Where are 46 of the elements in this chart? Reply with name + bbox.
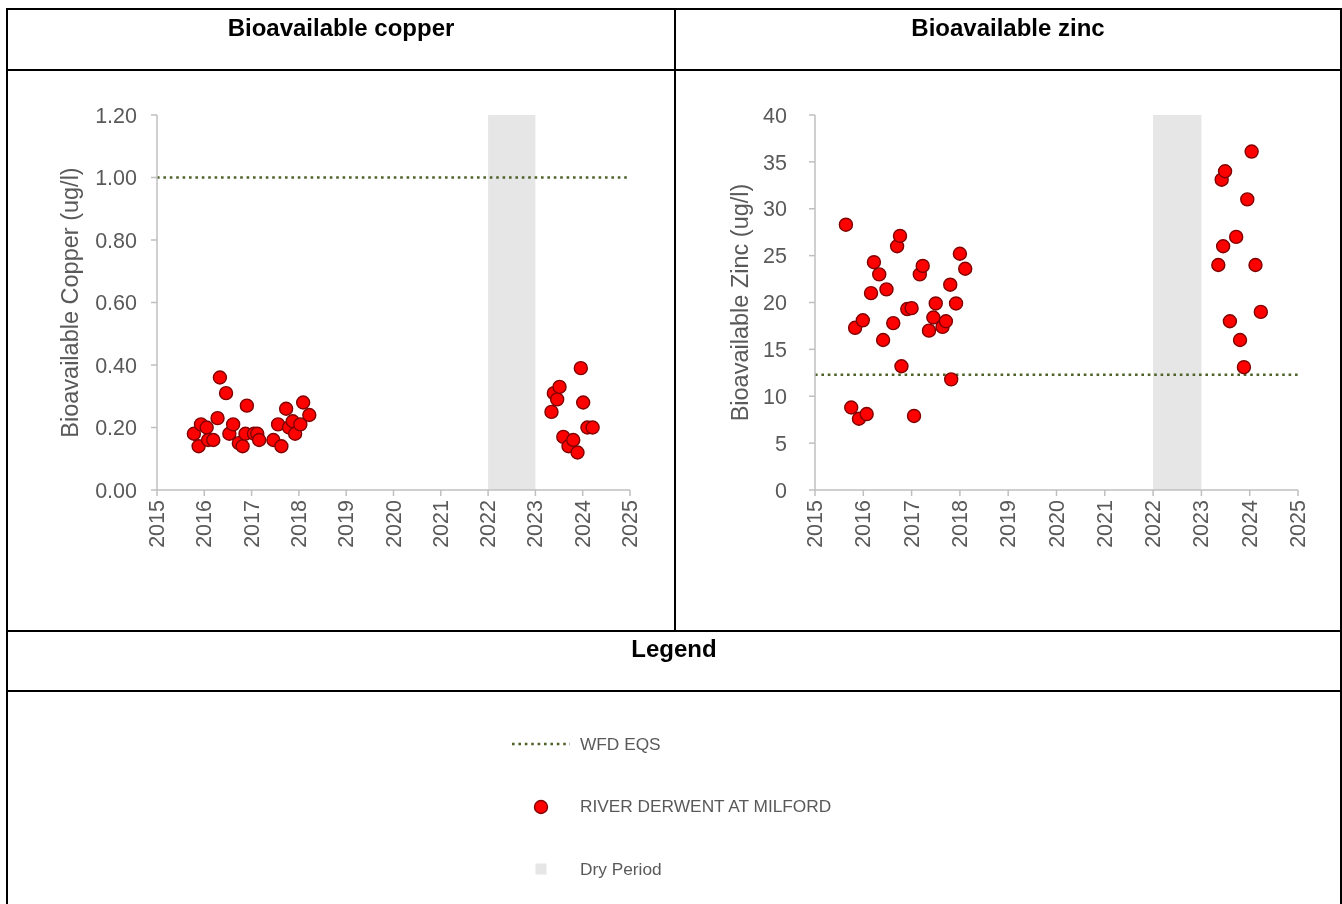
x-tick-label: 2020 xyxy=(381,499,406,548)
x-tick-label: 2022 xyxy=(476,500,501,548)
x-tick-label: 2017 xyxy=(899,500,924,548)
y-tick-label: 25 xyxy=(763,244,788,269)
y-tick-label: 35 xyxy=(763,150,788,175)
y-tick-label: 0.20 xyxy=(95,416,138,441)
y-tick-label: 0.80 xyxy=(95,228,138,253)
legend-label: WFD EQS xyxy=(580,733,661,755)
y-tick-label: 0.00 xyxy=(95,478,138,503)
x-tick-label: 2016 xyxy=(192,499,217,548)
x-tick-label: 2018 xyxy=(286,499,311,548)
x-tick-label: 2019 xyxy=(996,500,1021,548)
x-tick-label: 2017 xyxy=(239,500,264,548)
y-tick-label: 40 xyxy=(763,103,788,128)
legend-label: RIVER DERWENT AT MILFORD xyxy=(580,796,832,818)
x-tick-label: 2021 xyxy=(428,500,453,548)
x-tick-label: 2020 xyxy=(1044,499,1069,548)
x-tick-label: 2023 xyxy=(1189,499,1214,548)
chart-title: Bioavailable copper xyxy=(227,14,455,41)
x-tick-label: 2024 xyxy=(570,499,595,548)
y-tick-label: 1.20 xyxy=(95,103,138,128)
legend-label: Dry Period xyxy=(580,858,662,880)
y-tick-label: 15 xyxy=(763,338,788,363)
x-tick-label: 2022 xyxy=(1141,500,1166,548)
chart-title: Bioavailable zinc xyxy=(911,14,1105,41)
x-tick-label: 2019 xyxy=(334,500,359,548)
y-tick-label: 0.40 xyxy=(95,353,138,378)
x-tick-label: 2015 xyxy=(803,499,827,548)
y-tick-label: 0.60 xyxy=(95,291,138,316)
y-tick-label: 30 xyxy=(763,197,788,222)
x-tick-label: 2025 xyxy=(1286,499,1310,548)
y-tick-label: 5 xyxy=(775,431,788,456)
y-tick-label: 10 xyxy=(763,384,788,409)
y-tick-label: 1.00 xyxy=(95,166,138,191)
x-tick-label: 2023 xyxy=(523,499,548,548)
y-axis-title: Bioavailable Zinc (ug/l) xyxy=(727,183,753,422)
x-tick-label: 2015 xyxy=(145,499,169,548)
x-tick-label: 2018 xyxy=(947,499,972,548)
y-tick-label: 20 xyxy=(763,291,788,316)
legend-title: Legend xyxy=(631,635,717,662)
y-tick-label: 0 xyxy=(775,478,788,503)
y-axis-title: Bioavailable Copper (ug/l) xyxy=(57,167,83,438)
x-tick-label: 2024 xyxy=(1237,499,1262,548)
x-tick-label: 2025 xyxy=(618,499,642,548)
x-tick-label: 2016 xyxy=(851,499,876,548)
x-tick-label: 2021 xyxy=(1092,500,1117,548)
